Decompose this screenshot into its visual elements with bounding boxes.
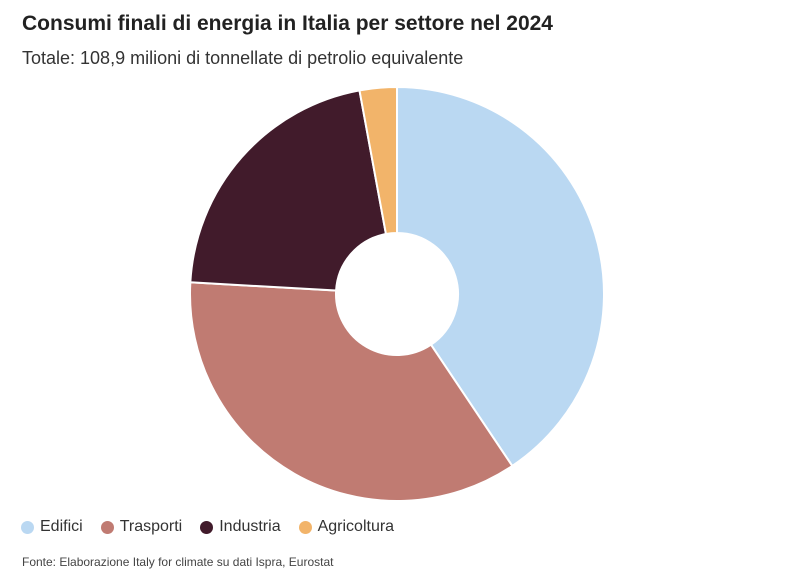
- chart-source: Fonte: Elaborazione Italy for climate su…: [22, 555, 334, 569]
- chart-legend: Edifici Trasporti Industria Agricoltura: [21, 518, 394, 536]
- donut-slice-edifici[interactable]: [396, 85, 605, 468]
- donut-slice-agricoltura[interactable]: [358, 85, 398, 236]
- legend-label: Agricoltura: [317, 518, 395, 535]
- donut-slice-trasporti[interactable]: [189, 281, 514, 502]
- chart-subtitle: Totale: 108,9 milioni di tonnellate di p…: [22, 48, 464, 68]
- legend-swatch-icon: [21, 520, 34, 534]
- legend-item-edifici[interactable]: Edifici: [21, 518, 83, 536]
- legend-item-industria[interactable]: Industria: [200, 518, 281, 536]
- legend-label: Trasporti: [119, 518, 183, 535]
- legend-swatch-icon: [100, 520, 114, 534]
- legend-label: Industria: [219, 518, 281, 535]
- legend-label: Edifici: [40, 518, 83, 535]
- legend-item-agricoltura[interactable]: Agricoltura: [298, 518, 395, 536]
- legend-swatch-icon: [200, 520, 214, 534]
- legend-swatch-icon: [298, 520, 312, 534]
- chart-title: Consumi finali di energia in Italia per …: [22, 12, 553, 35]
- legend-item-trasporti[interactable]: Trasporti: [100, 518, 183, 536]
- donut-slice-industria[interactable]: [189, 89, 388, 292]
